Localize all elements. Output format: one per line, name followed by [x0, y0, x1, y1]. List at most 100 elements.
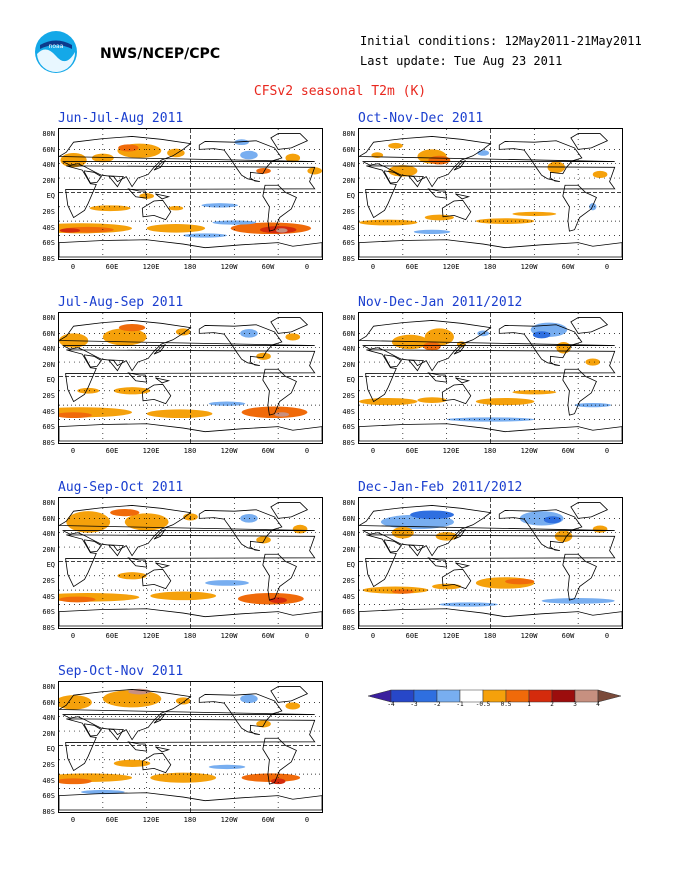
coastline	[107, 359, 124, 372]
panel-title-djf: Dec-Jan-Feb 2011/2012	[358, 480, 523, 495]
coastline	[427, 188, 448, 199]
coastline	[570, 133, 609, 150]
coastline	[359, 608, 622, 627]
colorbar-label: 3	[573, 701, 577, 708]
lon-label: 0	[604, 263, 610, 271]
coastline	[84, 354, 102, 368]
lon-label: 0	[370, 632, 376, 640]
coastline	[84, 539, 102, 553]
anomaly-patch	[285, 702, 301, 710]
anomaly-patch	[428, 155, 451, 165]
coastline	[153, 712, 167, 724]
panel-title-son: Sep-Oct-Nov 2011	[58, 664, 184, 679]
coastline	[455, 377, 471, 384]
coastline	[384, 539, 402, 553]
coastline	[65, 349, 316, 403]
coastline	[270, 502, 309, 519]
coastline	[141, 568, 172, 590]
anomaly-patch	[512, 390, 557, 395]
lat-label: 20S	[42, 208, 55, 216]
initial-conditions-text: Initial conditions: 12May2011-21May2011	[360, 34, 642, 48]
lon-label: 120W	[220, 447, 238, 455]
product-title: CFSv2 seasonal T2m (K)	[253, 84, 427, 99]
lat-label: 40N	[42, 714, 55, 723]
lon-label: 60E	[405, 263, 419, 271]
anomaly-patch	[307, 167, 322, 175]
lat-label: 40S	[42, 223, 55, 232]
anomaly-patch	[240, 329, 258, 338]
lon-label: 120W	[520, 263, 538, 271]
map-canvas	[59, 498, 322, 628]
anomaly-patch	[391, 526, 414, 539]
anomaly-patch	[77, 387, 100, 394]
lon-label: 0	[304, 263, 310, 271]
lon-label: 60E	[105, 632, 119, 640]
map-canvas	[59, 129, 322, 259]
coastline	[270, 133, 309, 150]
anomaly-patch	[146, 409, 213, 419]
lat-label: 80S	[342, 254, 355, 263]
anomaly-patch	[274, 412, 290, 417]
anomaly-patch	[423, 341, 441, 351]
anomaly-patch	[89, 205, 131, 212]
coastline	[141, 383, 172, 405]
lat-label: 60N	[42, 329, 55, 338]
lat-label: 20N	[342, 545, 355, 554]
anomaly-patch	[118, 324, 146, 332]
coastline	[441, 199, 472, 221]
lon-label: 0	[604, 447, 610, 455]
anomaly-patch	[446, 417, 535, 422]
anomaly-patch	[118, 144, 139, 152]
coastline	[198, 509, 283, 552]
coastline	[107, 728, 124, 741]
coastline	[359, 423, 622, 442]
coastline	[359, 239, 622, 258]
anomaly-patch	[110, 509, 140, 517]
colorbar-label: 0.5	[500, 701, 512, 708]
coastline	[441, 383, 472, 405]
agency-label: NWS/NCEP/CPC	[100, 46, 221, 62]
lat-label: 20S	[42, 761, 55, 769]
coastline	[365, 165, 616, 219]
coastline	[270, 317, 309, 334]
coastline	[153, 343, 167, 355]
anomaly-patch	[102, 690, 162, 708]
lat-label: 80S	[342, 438, 355, 447]
coastline	[441, 568, 472, 590]
colorbar-label: -4	[387, 701, 395, 708]
map-canvas	[359, 498, 622, 628]
lat-label: 80S	[342, 623, 355, 632]
lat-label: 60S	[42, 423, 55, 432]
lat-label: 60S	[342, 239, 355, 248]
lon-label: 0	[304, 447, 310, 455]
anomaly-patch	[234, 139, 249, 146]
lat-label: 20S	[342, 577, 355, 585]
coastline	[84, 723, 102, 737]
anomaly-patch	[113, 759, 151, 767]
lat-label: 40N	[342, 161, 355, 170]
anomaly-patch	[388, 142, 403, 149]
lon-label: 120E	[442, 632, 460, 640]
anomaly-patch	[532, 331, 551, 339]
anomaly-patch	[205, 580, 249, 586]
anomaly-patch	[59, 596, 96, 603]
map-canvas	[59, 682, 322, 812]
anomaly-patch	[66, 511, 111, 533]
colorbar-label: 1	[527, 701, 531, 708]
lon-label: 60E	[105, 263, 119, 271]
anomaly-patch	[475, 218, 535, 224]
colorbar-label: -1	[456, 701, 464, 708]
anomaly-patch	[359, 219, 418, 226]
coastline	[359, 136, 615, 188]
coastline	[153, 159, 167, 171]
anomaly-patch	[541, 598, 615, 604]
anomaly-patch	[256, 536, 271, 544]
colorbar-label: 2	[550, 701, 554, 708]
map-panel-ond	[358, 128, 623, 260]
lon-label: 60E	[405, 447, 419, 455]
coastline	[455, 562, 471, 569]
lat-label: 20N	[342, 176, 355, 185]
anomaly-patch	[59, 695, 92, 710]
coastline	[365, 349, 616, 403]
lon-label: 0	[304, 816, 310, 824]
